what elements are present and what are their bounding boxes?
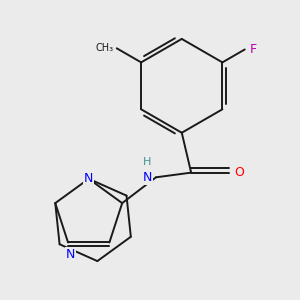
Text: H: H	[143, 157, 152, 167]
Text: N: N	[84, 172, 93, 185]
Text: CH₃: CH₃	[96, 43, 114, 53]
Text: N: N	[143, 171, 152, 184]
Text: N: N	[66, 248, 75, 261]
Text: O: O	[234, 166, 244, 179]
Text: F: F	[250, 43, 257, 56]
